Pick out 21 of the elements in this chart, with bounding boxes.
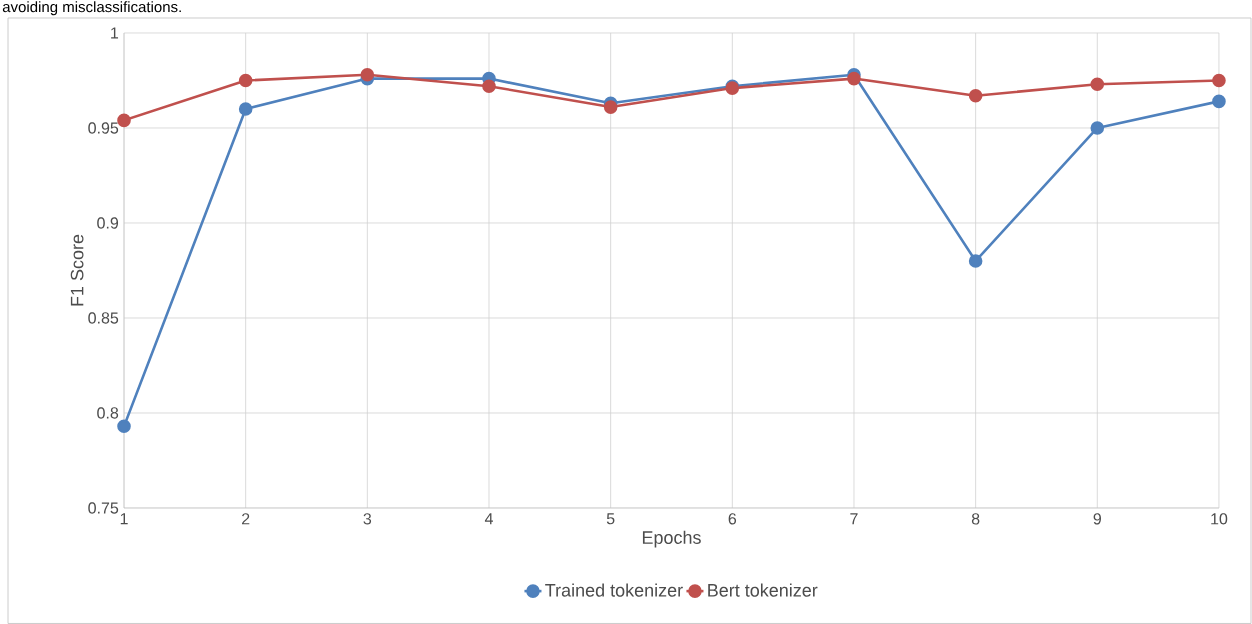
x-tick-label: 10 [1211,513,1228,525]
y-tick-label: 0.75 [88,502,119,514]
y-tick-label: 0.8 [97,407,119,419]
y-axis-title: F1 Score [70,234,84,306]
y-tick-label: 1 [111,27,119,39]
legend-label: Trained tokenizer [545,583,683,597]
x-tick-label: 8 [971,513,980,525]
y-tick-label: 0.85 [88,312,119,324]
y-tick-label: 0.95 [88,122,119,134]
text: avoiding misclassifications. [2,1,181,16]
x-tick-label: 2 [242,513,250,525]
x-tick-label: 5 [606,513,615,525]
x-tick-label: 3 [363,513,372,525]
x-tick-label: 6 [728,513,737,525]
x-tick-label: 1 [120,513,128,525]
x-tick-label: 7 [850,513,858,525]
x-tick-label: 4 [484,513,493,525]
legend-label: Bert tokenizer [708,583,818,597]
x-tick-label: 9 [1093,513,1101,525]
x-axis-title: Epochs [642,530,701,548]
y-tick-label: 0.9 [97,217,119,229]
